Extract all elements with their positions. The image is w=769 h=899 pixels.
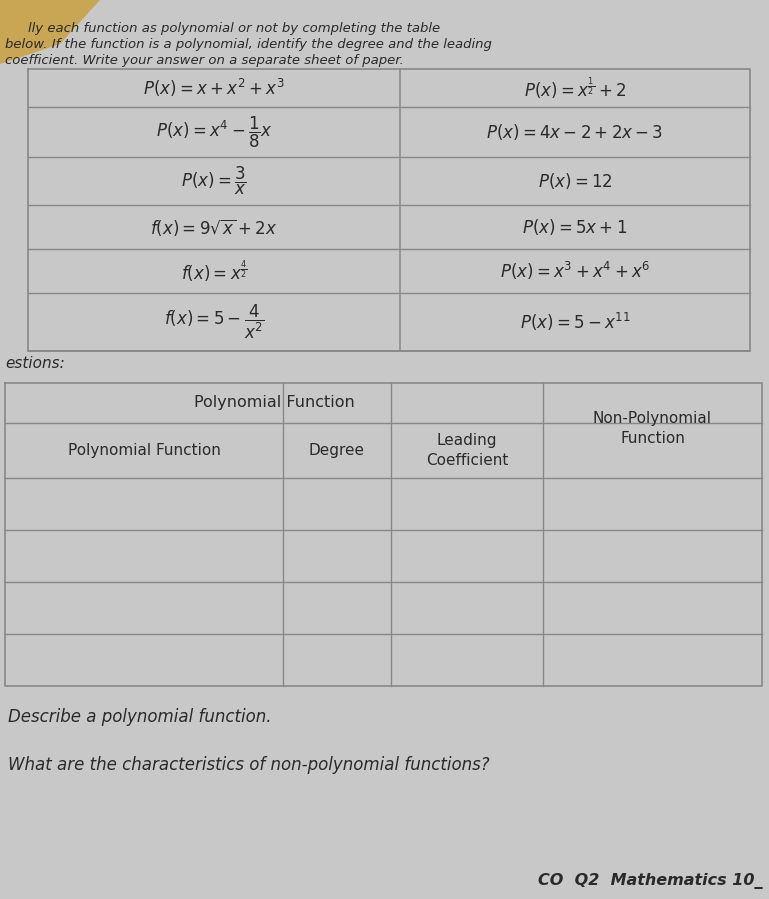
Text: coefficient. Write your answer on a separate sheet of paper.: coefficient. Write your answer on a sepa… [5,54,404,67]
Text: $P(x) = 5 - x^{11}$: $P(x) = 5 - x^{11}$ [520,311,631,333]
Text: $P(x) = x^{\frac{1}{2}} + 2$: $P(x) = x^{\frac{1}{2}} + 2$ [524,75,626,101]
Text: Non-Polynomial
Function: Non-Polynomial Function [593,411,712,446]
Text: Degree: Degree [309,443,365,458]
Text: $P(x) = 4x - 2 + 2x - 3$: $P(x) = 4x - 2 + 2x - 3$ [487,122,664,142]
Text: $P(x) = x^4 - \dfrac{1}{8}x$: $P(x) = x^4 - \dfrac{1}{8}x$ [155,114,272,149]
Text: $f(x) = 9\sqrt{x} + 2x$: $f(x) = 9\sqrt{x} + 2x$ [151,217,278,237]
Text: $f(x) = 5 - \dfrac{4}{x^2}$: $f(x) = 5 - \dfrac{4}{x^2}$ [164,303,265,341]
Text: estions:: estions: [5,356,65,371]
Text: $P(x) = 5x + 1$: $P(x) = 5x + 1$ [522,217,628,237]
Text: $P(x) = \dfrac{3}{x}$: $P(x) = \dfrac{3}{x}$ [181,165,247,197]
Text: Describe a polynomial function.: Describe a polynomial function. [8,708,271,726]
Text: $P(x) = x^3 + x^4 + x^6$: $P(x) = x^3 + x^4 + x^6$ [500,260,651,282]
Text: lly each function as polynomial or not by completing the table: lly each function as polynomial or not b… [28,22,440,35]
Polygon shape [0,0,100,64]
Text: $P(x) = 12$: $P(x) = 12$ [538,171,612,191]
Text: Polynomial Function: Polynomial Function [68,443,221,458]
Text: What are the characteristics of non-polynomial functions?: What are the characteristics of non-poly… [8,756,490,774]
Text: below. If the function is a polynomial, identify the degree and the leading: below. If the function is a polynomial, … [5,38,492,51]
Text: CO  Q2  Mathematics 10_: CO Q2 Mathematics 10_ [538,873,762,889]
Text: Polynomial Function: Polynomial Function [194,396,355,411]
Text: Leading
Coefficient: Leading Coefficient [426,433,508,467]
Text: $f(x) = x^{\frac{4}{2}}$: $f(x) = x^{\frac{4}{2}}$ [181,258,248,284]
Text: $P(x) = x + x^2 + x^3$: $P(x) = x + x^2 + x^3$ [143,77,285,99]
